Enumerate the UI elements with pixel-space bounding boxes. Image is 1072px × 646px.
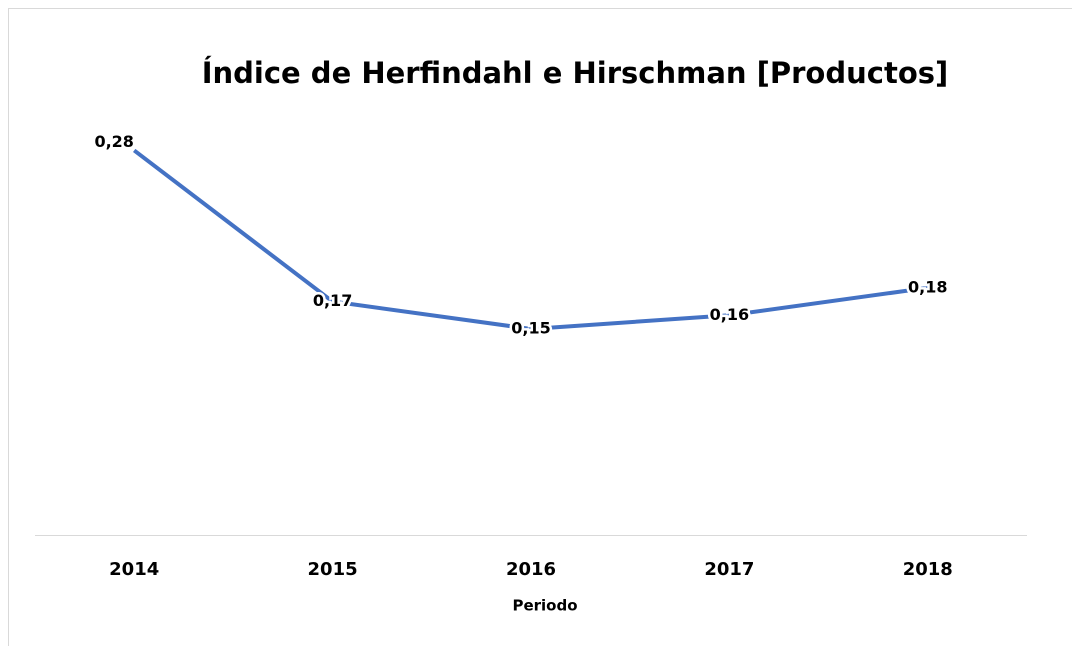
chart-title: Índice de Herfindahl e Hirschman [Produc… bbox=[202, 56, 949, 90]
x-tick-label: 2018 bbox=[903, 559, 953, 580]
x-tick-label: 2016 bbox=[506, 559, 556, 580]
x-axis-label: Periodo bbox=[512, 597, 577, 615]
data-label: 0,15 bbox=[511, 319, 550, 338]
data-label: 0,28 bbox=[94, 132, 133, 151]
x-tick-label: 2014 bbox=[109, 559, 159, 580]
line-series bbox=[132, 148, 929, 331]
data-label: 0,17 bbox=[313, 291, 352, 310]
data-label: 0,16 bbox=[710, 305, 749, 324]
x-tick-label: 2015 bbox=[308, 559, 358, 580]
x-tick-label: 2017 bbox=[704, 559, 754, 580]
data-label: 0,18 bbox=[908, 277, 947, 296]
